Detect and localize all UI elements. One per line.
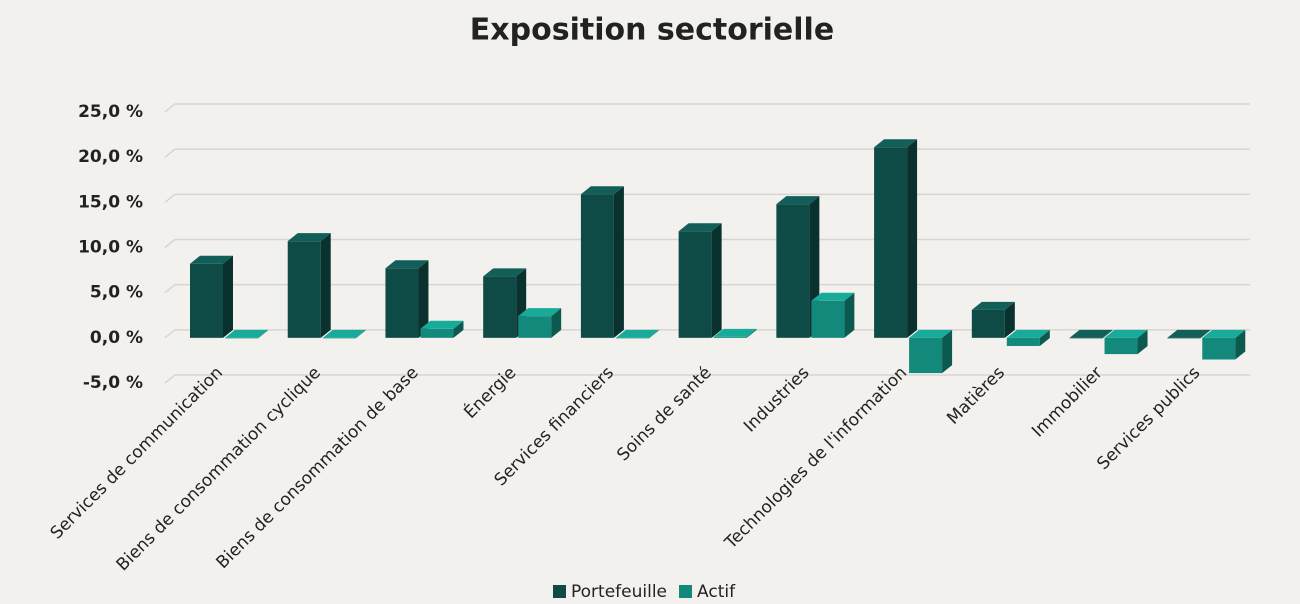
bar <box>1202 337 1236 360</box>
bar-top <box>971 301 1015 310</box>
bar-side <box>907 139 918 338</box>
bar-side <box>1004 301 1015 338</box>
bar-top <box>1069 329 1113 338</box>
bar-side <box>223 255 233 338</box>
bar-top <box>615 329 659 338</box>
y-tick-label: 5,0 % <box>90 283 143 303</box>
bar-side <box>1200 329 1211 339</box>
bar <box>225 337 258 339</box>
legend-label: Actif <box>697 582 736 602</box>
bar-side <box>355 329 366 339</box>
bar-top <box>874 139 918 148</box>
bar <box>287 241 321 338</box>
bar <box>483 276 517 338</box>
bar-side <box>1137 329 1148 355</box>
legend: Portefeuille Actif <box>553 582 736 602</box>
bar <box>811 300 845 338</box>
bar-side <box>648 329 659 339</box>
chart-title: Exposition sectorielle <box>470 13 834 48</box>
grid-line-depth <box>164 374 176 384</box>
bar-side <box>1235 329 1246 360</box>
bar-top <box>713 328 757 337</box>
grid-line-depth <box>164 193 176 203</box>
bar <box>874 147 908 338</box>
bar <box>615 337 649 339</box>
bar-top <box>420 320 464 329</box>
bar-side <box>844 292 855 338</box>
bar <box>1167 337 1201 339</box>
bar-top <box>909 329 953 338</box>
bar-side <box>613 186 624 338</box>
y-tick-label: -5,0 % <box>83 373 143 393</box>
bar <box>420 328 454 338</box>
bar <box>518 316 552 338</box>
bar <box>971 309 1005 338</box>
legend-swatch <box>679 585 693 598</box>
y-tick-label: 15,0 % <box>78 192 143 212</box>
bar <box>385 268 419 338</box>
grid-line-depth <box>164 329 176 339</box>
bar-side <box>1102 329 1113 339</box>
bar-top <box>811 292 855 301</box>
bar-side <box>258 329 268 339</box>
bar <box>322 337 356 339</box>
y-tick-label: 25,0 % <box>78 102 143 122</box>
bar-side <box>418 260 429 338</box>
grid-line-depth <box>164 103 176 113</box>
bar <box>1006 337 1040 346</box>
bar-top <box>1104 329 1148 338</box>
bar-side <box>1039 329 1050 346</box>
bar-top <box>776 196 820 205</box>
bar-top <box>190 255 233 264</box>
y-tick-label: 10,0 % <box>78 238 143 258</box>
bar-top <box>1006 329 1050 338</box>
bar <box>580 194 614 338</box>
bar-top <box>1167 329 1211 338</box>
bar-side <box>320 233 331 338</box>
grid-line-depth <box>164 148 176 158</box>
bar-top <box>322 329 366 338</box>
bar-side <box>942 329 953 374</box>
bar-top <box>580 186 624 195</box>
bar <box>1104 337 1138 355</box>
bar-side <box>551 308 562 338</box>
bar-side <box>711 223 722 338</box>
bar-top <box>678 223 722 232</box>
grid-line-depth <box>164 284 176 294</box>
bar <box>776 204 810 338</box>
bar <box>190 263 223 338</box>
bar <box>713 336 747 338</box>
legend-label: Portefeuille <box>571 582 667 602</box>
bar-top <box>518 308 562 317</box>
bar-side <box>746 328 757 338</box>
grid-line-depth <box>164 238 176 249</box>
bar <box>678 231 712 338</box>
bar <box>909 337 943 374</box>
y-tick-label: 20,0 % <box>78 147 143 167</box>
bar-top <box>287 233 331 242</box>
y-tick-label: 0,0 % <box>90 328 143 348</box>
bar-top <box>385 260 429 269</box>
bar-side <box>453 320 464 338</box>
bar-top <box>1202 329 1246 338</box>
bar-top <box>225 329 268 338</box>
bar <box>1069 337 1103 339</box>
bar-top <box>483 268 527 277</box>
legend-swatch <box>553 585 566 598</box>
